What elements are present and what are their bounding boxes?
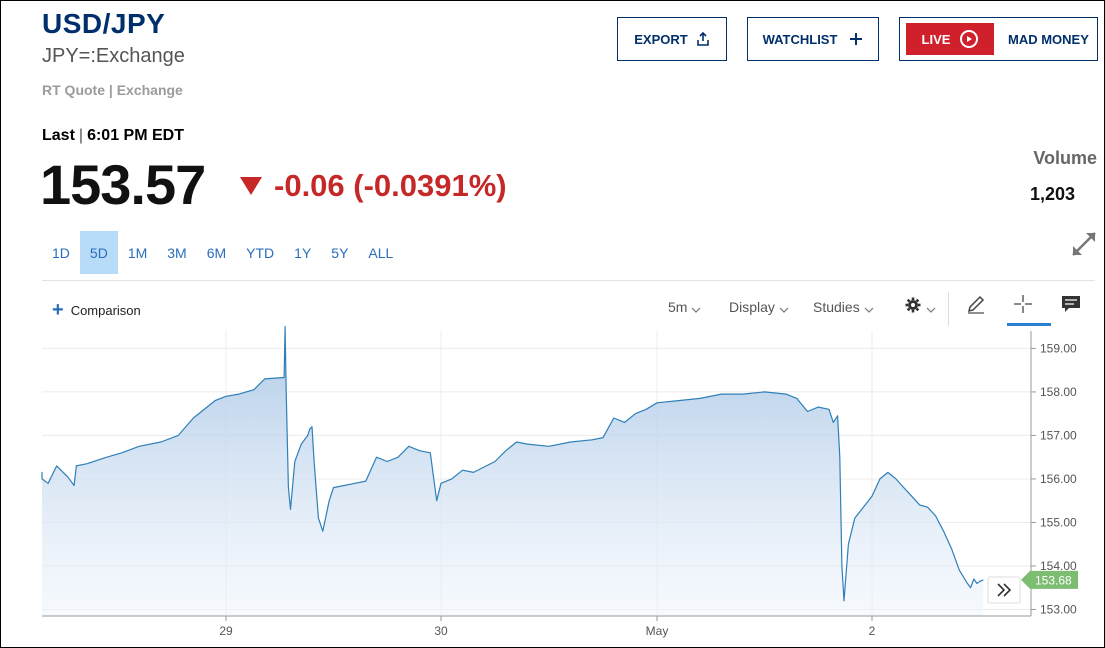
interval-label: 5m — [668, 299, 688, 315]
toolbar-separator — [948, 292, 949, 326]
volume-label: Volume — [1033, 148, 1097, 168]
range-tab-1m[interactable]: 1M — [127, 244, 148, 261]
expand-icon[interactable] — [1070, 230, 1098, 263]
range-tab-6m[interactable]: 6M — [206, 244, 227, 261]
y-tick-label: 154.00 — [1040, 559, 1077, 573]
display-dropdown[interactable]: Display — [729, 297, 789, 317]
x-tick-label: 2 — [869, 624, 876, 638]
last-label: Last — [42, 127, 75, 144]
price-line — [41, 326, 984, 602]
range-tab-5d[interactable]: 5D — [79, 231, 118, 274]
pencil-icon — [966, 294, 986, 317]
comment-button[interactable] — [1061, 295, 1081, 316]
display-label: Display — [729, 299, 775, 315]
volume-value: 1,203 — [1030, 184, 1076, 204]
mad-money-label: MAD MONEY — [1008, 31, 1089, 47]
header-divider — [42, 280, 1095, 281]
play-icon — [960, 30, 979, 48]
chevron-down-icon — [864, 301, 874, 317]
double-chevron-right-icon — [997, 583, 1012, 597]
studies-label: Studies — [813, 299, 860, 315]
share-icon — [696, 32, 710, 46]
last-price: 153.57 — [40, 153, 206, 216]
chevron-down-icon — [779, 301, 789, 317]
comparison-label: Comparison — [70, 302, 141, 318]
y-tick-label: 158.00 — [1040, 385, 1077, 399]
x-tick-label: 30 — [434, 624, 448, 638]
plus-icon — [849, 32, 863, 46]
interval-dropdown[interactable]: 5m — [668, 297, 701, 317]
range-tabs: 1D 5D 1M 3M 6M YTD 1Y 5Y ALL — [42, 231, 403, 274]
live-mad-money-button[interactable]: LIVE MAD MONEY — [899, 17, 1098, 61]
exchange-symbol: JPY=:Exchange — [42, 45, 185, 67]
y-tick-label: 159.00 — [1040, 341, 1077, 355]
y-tick-label: 155.00 — [1040, 515, 1077, 529]
range-tab-1y[interactable]: 1Y — [294, 244, 312, 261]
range-tab-ytd[interactable]: YTD — [246, 244, 275, 261]
live-label: LIVE — [921, 31, 951, 47]
watchlist-label: WATCHLIST — [762, 31, 838, 47]
range-tab-1d[interactable]: 1D — [52, 244, 70, 261]
last-trade-line: Last | 6:01 PM EDT — [42, 127, 184, 145]
watchlist-button[interactable]: WATCHLIST — [747, 17, 879, 61]
current-price-tag — [1021, 570, 1078, 589]
crosshair-button[interactable] — [1013, 294, 1033, 317]
export-button[interactable]: EXPORT — [617, 17, 727, 61]
gear-icon — [904, 296, 922, 317]
y-tick-label: 153.00 — [1040, 602, 1077, 616]
quote-type: RT Quote | Exchange — [42, 82, 183, 98]
chevron-down-icon — [926, 301, 936, 317]
settings-dropdown[interactable] — [904, 296, 936, 317]
symbol-title: USD/JPY — [42, 8, 166, 39]
x-tick-label: May — [646, 624, 669, 638]
y-tick-label: 157.00 — [1040, 428, 1077, 442]
current-price-label: 153.68 — [1035, 573, 1072, 587]
live-badge: LIVE — [906, 23, 994, 55]
separator: | — [78, 127, 84, 144]
crosshair-active-indicator — [1007, 323, 1051, 326]
change-value: -0.06 (-0.0391%) — [274, 168, 507, 203]
crosshair-icon — [1013, 294, 1033, 317]
plus-icon: + — [52, 299, 64, 321]
chevron-down-icon — [691, 301, 701, 317]
export-label: EXPORT — [634, 31, 688, 47]
y-tick-label: 156.00 — [1040, 472, 1077, 486]
down-triangle-icon — [240, 177, 262, 195]
price-area — [42, 326, 984, 616]
range-tab-all[interactable]: ALL — [368, 244, 394, 261]
price-change: -0.06 (-0.0391%) — [240, 168, 507, 204]
studies-dropdown[interactable]: Studies — [813, 297, 874, 317]
comparison-button[interactable]: + Comparison — [52, 300, 141, 320]
range-tab-5y[interactable]: 5Y — [331, 244, 349, 261]
range-tab-3m[interactable]: 3M — [167, 244, 187, 261]
x-tick-label: 29 — [219, 624, 233, 638]
draw-tool-button[interactable] — [966, 294, 986, 317]
comment-icon — [1061, 295, 1081, 316]
last-time: 6:01 PM EDT — [87, 127, 184, 144]
